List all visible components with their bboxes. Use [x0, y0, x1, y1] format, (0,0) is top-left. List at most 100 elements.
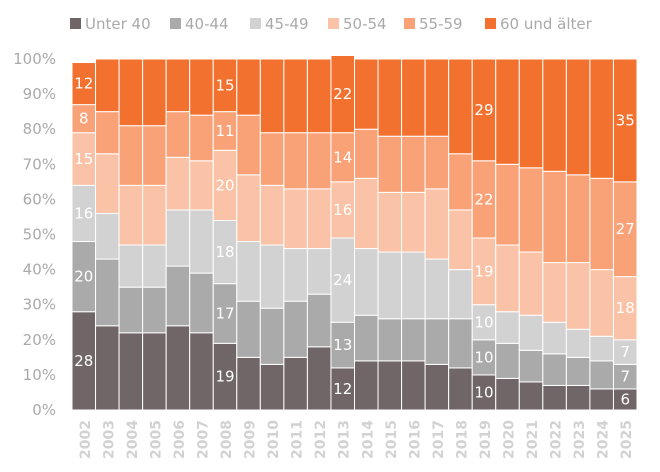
legend-item-60-und-aelter: 60 und älter — [485, 15, 593, 33]
bar-segment-2005-60-und-aelter — [142, 58, 167, 127]
bar-segment-2012-50-54 — [306, 188, 332, 250]
bar-segment-2011-45-49 — [283, 248, 308, 302]
x-tick-label: 2014 — [360, 420, 376, 459]
bar-segment-2014-45-49 — [354, 248, 379, 316]
y-tick-label: 30% — [23, 296, 56, 314]
data-label: 24 — [333, 271, 352, 289]
bar-segment-2020-50-54 — [495, 244, 520, 313]
bar-segment-2012-unter-40 — [306, 346, 332, 411]
data-label: 27 — [616, 220, 635, 238]
data-labels: 28 20 16 15 8 12 19 17 18 20 11 15 12 13 24 16 14 22 10 10 1… — [74, 75, 635, 409]
bar-segment-2024-55-59 — [589, 177, 614, 271]
x-tick-label: 2006 — [172, 420, 188, 459]
bar-segment-2024-50-54 — [589, 269, 614, 337]
bar-segment-2016-45-49 — [401, 251, 426, 320]
bar-segment-2009-40-44 — [236, 300, 261, 358]
x-tick-label: 2024 — [596, 420, 612, 459]
bar-segment-2014-55-59 — [354, 128, 379, 179]
bar-segment-2007-40-44 — [189, 272, 214, 334]
bar-segment-2011-60-und-aelter — [283, 58, 308, 134]
bar-segment-2009-45-49 — [236, 241, 261, 302]
bar-segment-2016-unter-40 — [401, 360, 426, 411]
y-tick-label: 50% — [23, 226, 56, 244]
bar-segment-2020-45-49 — [495, 311, 520, 344]
chart-legend: Unter 40 40-44 45-49 50-54 55-59 60 und älter — [70, 15, 593, 33]
y-tick-label: 80% — [23, 120, 56, 138]
data-label: 12 — [333, 380, 352, 398]
bar-segment-2024-unter-40 — [589, 388, 614, 411]
y-tick-label: 100% — [13, 50, 56, 68]
legend-item-55-59: 55-59 — [404, 15, 463, 33]
bar-segment-2009-55-59 — [236, 114, 261, 176]
y-tick-label: 20% — [23, 331, 56, 349]
bar-segment-2016-60-und-aelter — [401, 58, 426, 137]
y-tick-label: 0% — [32, 401, 56, 419]
legend-label: 55-59 — [419, 15, 463, 33]
bar-segment-2011-40-44 — [283, 300, 308, 358]
bar-segment-2006-60-und-aelter — [165, 58, 191, 113]
bar-segment-2003-unter-40 — [95, 325, 120, 411]
x-tick-label: 2008 — [219, 420, 235, 459]
bar-segment-2020-55-59 — [495, 163, 520, 246]
data-label: 29 — [474, 101, 493, 119]
bar-segment-2017-60-und-aelter — [424, 58, 450, 137]
bar-segment-2003-45-49 — [95, 212, 120, 260]
data-label: 15 — [215, 76, 234, 94]
legend-item-50-54: 50-54 — [328, 15, 387, 33]
bar-segment-2005-50-54 — [142, 184, 167, 246]
bar-segment-2018-45-49 — [448, 269, 473, 320]
bar-segment-2004-unter-40 — [118, 332, 144, 411]
bar-segment-2006-55-59 — [165, 111, 191, 158]
bar-segment-2018-unter-40 — [448, 367, 473, 411]
bar-segment-2010-55-59 — [259, 132, 285, 186]
bar-segment-2017-55-59 — [424, 135, 450, 190]
bar-segment-2021-unter-40 — [518, 381, 544, 411]
bar-segment-2007-45-49 — [189, 209, 214, 274]
y-tick-label: 70% — [23, 155, 56, 173]
data-label: 16 — [333, 201, 352, 219]
bar-segment-2004-55-59 — [118, 125, 144, 186]
bar-segment-2022-40-44 — [542, 353, 567, 386]
x-tick-label: 2010 — [266, 420, 282, 459]
bar-segment-2020-40-44 — [495, 342, 520, 379]
bar-segment-2021-45-49 — [518, 314, 544, 351]
data-label: 20 — [74, 268, 93, 286]
bar-segment-2012-40-44 — [306, 293, 332, 348]
bar-segment-2012-60-und-aelter — [306, 58, 332, 134]
data-label: 18 — [616, 299, 635, 317]
data-label: 12 — [74, 75, 93, 93]
data-label: 15 — [74, 150, 93, 168]
data-label: 19 — [215, 368, 234, 386]
bar-segment-2010-40-44 — [259, 307, 285, 365]
y-tick-label: 90% — [23, 85, 56, 103]
bar-segment-2004-40-44 — [118, 286, 144, 334]
bar-segment-2015-50-54 — [377, 191, 403, 253]
legend-label: 50-54 — [343, 15, 387, 33]
bars-area — [71, 54, 638, 411]
data-label: 7 — [620, 343, 630, 361]
bar-segment-2010-60-und-aelter — [259, 58, 285, 134]
bar-segment-2022-60-und-aelter — [542, 58, 567, 172]
bar-segment-2010-unter-40 — [259, 363, 285, 411]
x-tick-label: 2022 — [549, 420, 565, 459]
data-label: 35 — [616, 111, 635, 129]
bar-segment-2021-55-59 — [518, 167, 544, 253]
bar-segment-2015-60-und-aelter — [377, 58, 403, 137]
data-label: 13 — [333, 336, 352, 354]
bar-segment-2007-55-59 — [189, 114, 214, 162]
data-label: 18 — [215, 243, 234, 261]
bar-segment-2022-unter-40 — [542, 384, 567, 411]
bar-segment-2006-45-49 — [165, 209, 191, 267]
data-label: 22 — [333, 85, 352, 103]
x-tick-label: 2019 — [478, 420, 494, 459]
bar-segment-2012-55-59 — [306, 132, 332, 190]
legend-label: Unter 40 — [85, 15, 151, 33]
bar-segment-2011-55-59 — [283, 132, 308, 190]
bar-segment-2015-55-59 — [377, 135, 403, 193]
legend-item-45-49: 45-49 — [250, 15, 309, 33]
legend-swatch — [70, 18, 81, 29]
x-tick-label: 2004 — [125, 420, 141, 459]
data-label: 10 — [474, 348, 493, 366]
x-tick-label: 2018 — [454, 420, 470, 459]
